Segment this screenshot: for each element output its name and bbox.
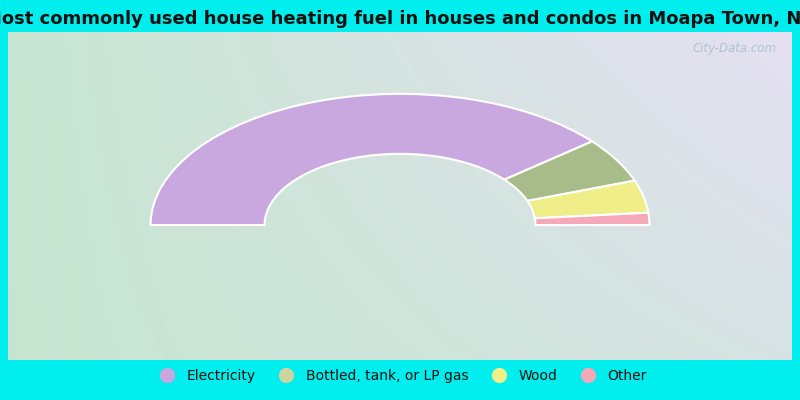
Wedge shape [150,94,592,225]
Text: Most commonly used house heating fuel in houses and condos in Moapa Town, NV: Most commonly used house heating fuel in… [0,10,800,28]
Wedge shape [527,181,648,218]
Legend: Electricity, Bottled, tank, or LP gas, Wood, Other: Electricity, Bottled, tank, or LP gas, W… [154,369,646,383]
Wedge shape [504,142,634,201]
Wedge shape [535,213,650,225]
Text: City-Data.com: City-Data.com [692,42,776,55]
